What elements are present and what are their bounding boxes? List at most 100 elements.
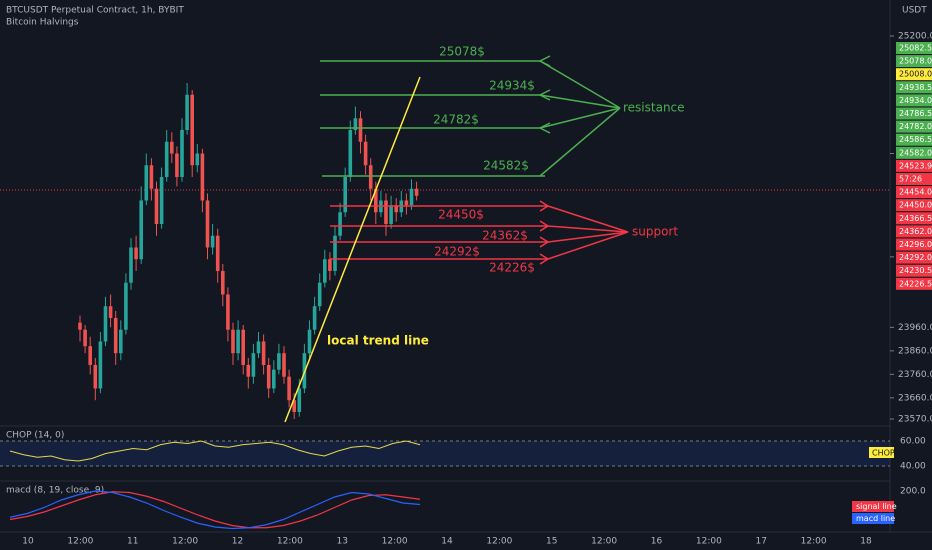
- candle-body: [404, 200, 409, 206]
- price-tag: 24226.5: [899, 279, 932, 288]
- candle-body: [384, 200, 388, 224]
- chop-lower: 40.00: [900, 462, 926, 472]
- price-tag-bg: [896, 81, 932, 94]
- candle-body: [226, 294, 230, 330]
- candle-body: [312, 306, 317, 330]
- x-tick-label: 12:00: [591, 537, 617, 547]
- candle-body: [195, 153, 200, 166]
- x-tick-label: 12:00: [696, 537, 722, 547]
- candle-body: [348, 129, 353, 177]
- price-tag: 25078.0: [899, 57, 932, 66]
- candle-body: [272, 369, 276, 389]
- candle-body: [215, 235, 220, 271]
- candle-body: [119, 329, 123, 354]
- x-tick-label: 17: [756, 537, 767, 547]
- price-tag-bg: [896, 199, 932, 212]
- price-tag-bg: [896, 94, 932, 107]
- y-tick-label: 23860.0: [898, 346, 932, 356]
- level-label: 24450$: [438, 208, 484, 222]
- candle-body: [113, 317, 118, 354]
- symbol: BTCUSDT Perpetual Contract, 1h, BYBIT: [6, 6, 184, 16]
- price-tag: 24362.0: [899, 227, 932, 236]
- candle-body: [149, 165, 154, 189]
- candle-body: [164, 141, 169, 177]
- candle-body: [93, 364, 98, 389]
- price-tag: 24938.5: [899, 83, 932, 92]
- price-tag-bg: [896, 68, 932, 81]
- candle-body: [190, 94, 194, 166]
- price-tag-bg: [896, 173, 932, 185]
- chop-title: CHOP (14, 0): [6, 431, 64, 441]
- x-tick-label: 18: [860, 537, 872, 547]
- macd-title: macd (8, 19, close, 9): [6, 486, 104, 496]
- price-tag-bg: [896, 159, 932, 172]
- level-label: 24934$: [489, 79, 535, 93]
- candle-body: [83, 329, 87, 347]
- x-tick-label: 12:00: [801, 537, 827, 547]
- price-tag-bg: [896, 225, 932, 238]
- candle-body: [246, 364, 251, 377]
- candle-body: [88, 346, 92, 365]
- candle-body: [231, 329, 235, 354]
- candle-body: [103, 306, 108, 342]
- candle-body: [154, 188, 159, 224]
- price-tag-bg: [896, 277, 932, 290]
- resistance-drawing: [320, 55, 621, 177]
- price-tag: 24582.0: [899, 148, 932, 157]
- x-tick-label: 12: [232, 537, 243, 547]
- chop-tag: CHOP: [872, 449, 895, 458]
- candle-body: [205, 200, 210, 248]
- x-tick-label: 15: [546, 537, 557, 547]
- price-tag-bg: [896, 238, 932, 251]
- y-tick-label: 23760.0: [898, 370, 932, 380]
- price-tag-bg: [896, 146, 932, 159]
- y-tick-label: 25200.0: [898, 32, 932, 42]
- x-tick-label: 12:00: [486, 537, 512, 547]
- indicator-name: Bitcoin Halvings: [6, 18, 79, 28]
- macd-series: [9, 491, 421, 529]
- trend-label: local trend line: [327, 334, 429, 348]
- candle-body: [78, 322, 82, 330]
- level-label: 25078$: [439, 45, 485, 59]
- level-label: 24782$: [433, 113, 479, 127]
- candle-body: [368, 165, 373, 189]
- candle-body: [200, 153, 205, 201]
- price-tag: 25082.5: [899, 44, 932, 53]
- support-label: support: [632, 225, 678, 239]
- legend-entry: signal line: [856, 502, 897, 511]
- price-tag-bg: [896, 133, 932, 146]
- x-tick-label: 14: [441, 537, 453, 547]
- candle-body: [333, 235, 337, 271]
- price-tag: 24230.5: [899, 266, 932, 275]
- y-tick-label: 23960.0: [898, 323, 932, 333]
- level-label: 24292$: [434, 245, 480, 259]
- candle-body: [292, 400, 296, 412]
- chop-upper: 60.00: [900, 437, 926, 447]
- candle-body: [414, 188, 419, 196]
- candle-body: [277, 353, 281, 370]
- legend-bg: [852, 501, 894, 512]
- support-drawing: [330, 200, 629, 265]
- candle-body: [389, 205, 393, 224]
- price-tag: 24786.5: [899, 109, 932, 118]
- candle-body: [124, 282, 128, 330]
- price-tag: 24934.0: [899, 96, 932, 105]
- candle-body: [374, 188, 378, 213]
- price-tag-bg: [896, 107, 932, 120]
- currency: USDT: [902, 6, 927, 16]
- price-tag-bg: [896, 251, 932, 264]
- candle-body: [175, 153, 179, 177]
- macd-tick: 200.0: [900, 487, 926, 497]
- candle-body: [221, 270, 225, 295]
- price-tag: 24292.0: [899, 253, 932, 262]
- x-tick-label: 16: [651, 537, 663, 547]
- candle-body: [144, 165, 149, 201]
- price-tag: 24454.0: [899, 188, 932, 197]
- candle-body: [358, 118, 363, 142]
- candle-body: [287, 376, 291, 401]
- price-tag-bg: [896, 42, 932, 54]
- level-label: 24582$: [483, 159, 529, 173]
- price-tag-bg: [896, 264, 932, 277]
- candle-body: [282, 353, 286, 377]
